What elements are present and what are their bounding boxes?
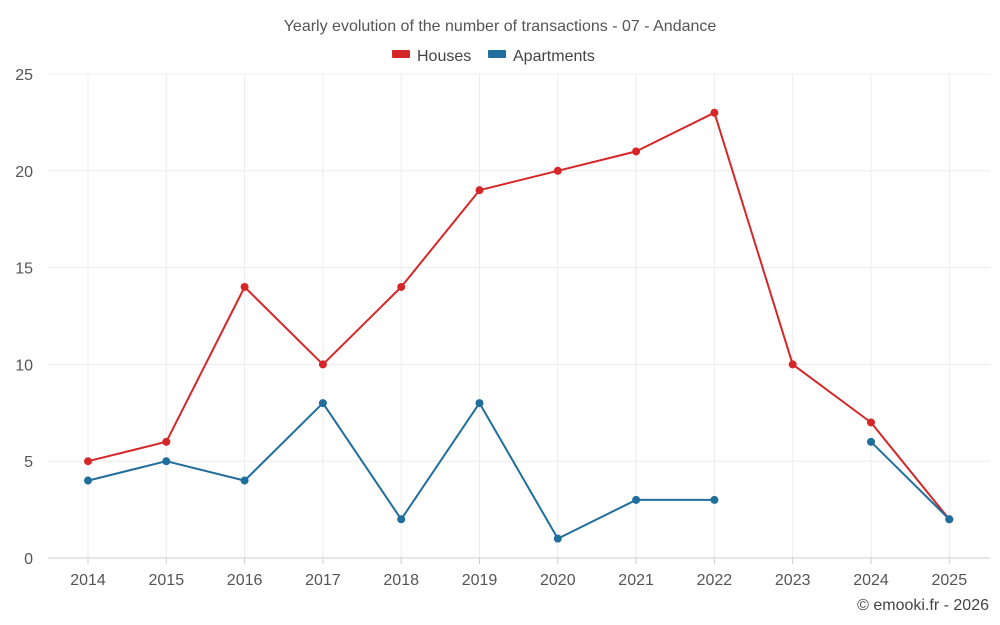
y-tick-label: 15 bbox=[15, 261, 33, 278]
y-tick-label: 25 bbox=[15, 67, 33, 84]
credit-text: © emooki.fr - 2026 bbox=[857, 597, 989, 614]
data-point-houses-2021[interactable] bbox=[632, 147, 641, 156]
x-tick-label: 2014 bbox=[70, 572, 106, 589]
series-line-houses bbox=[87, 111, 951, 520]
series-line-apartments bbox=[870, 441, 951, 521]
x-tick-label: 2018 bbox=[383, 572, 419, 589]
data-point-apartments-2025[interactable] bbox=[945, 515, 954, 524]
data-point-houses-2019[interactable] bbox=[475, 186, 484, 195]
legend-item-houses[interactable]: Houses bbox=[392, 48, 471, 65]
data-point-houses-2018[interactable] bbox=[397, 282, 406, 291]
legend-swatch-houses bbox=[392, 50, 410, 58]
legend-label-apartments: Apartments bbox=[513, 48, 595, 65]
legend-item-apartments[interactable]: Apartments bbox=[488, 48, 595, 65]
data-point-apartments-2016[interactable] bbox=[240, 476, 249, 485]
series-apartments bbox=[84, 399, 954, 543]
data-point-houses-2014[interactable] bbox=[84, 457, 92, 466]
grid bbox=[48, 73, 990, 558]
data-point-houses-2016[interactable] bbox=[240, 282, 249, 291]
data-point-apartments-2021[interactable] bbox=[632, 495, 641, 504]
data-point-apartments-2022[interactable] bbox=[710, 495, 719, 504]
data-point-apartments-2024[interactable] bbox=[867, 437, 875, 446]
x-tick-label: 2023 bbox=[775, 572, 811, 589]
series bbox=[84, 108, 954, 543]
data-point-apartments-2019[interactable] bbox=[475, 399, 484, 408]
data-point-houses-2023[interactable] bbox=[788, 360, 797, 369]
legend-label-houses: Houses bbox=[417, 48, 471, 65]
data-point-houses-2022[interactable] bbox=[710, 108, 719, 117]
data-point-apartments-2020[interactable] bbox=[553, 534, 562, 543]
x-tick-label: 2025 bbox=[932, 572, 968, 589]
legend: Houses Apartments bbox=[392, 48, 595, 65]
x-tick-label: 2016 bbox=[227, 572, 263, 589]
y-tick-label: 5 bbox=[24, 454, 33, 471]
legend-swatch-apartments bbox=[488, 50, 506, 58]
data-point-houses-2015[interactable] bbox=[162, 437, 171, 446]
y-tick-label: 10 bbox=[15, 357, 33, 374]
data-point-houses-2017[interactable] bbox=[318, 360, 327, 369]
x-tick-label: 2021 bbox=[618, 572, 654, 589]
x-tick-label: 2015 bbox=[149, 572, 185, 589]
x-tick-label: 2024 bbox=[853, 572, 889, 589]
x-tick-label: 2017 bbox=[305, 572, 341, 589]
y-tick-label: 20 bbox=[15, 164, 33, 181]
x-tick-label: 2020 bbox=[540, 572, 576, 589]
y-tick-label: 0 bbox=[24, 551, 33, 568]
chart-title: Yearly evolution of the number of transa… bbox=[284, 18, 717, 35]
x-tick-label: 2019 bbox=[462, 572, 498, 589]
x-tick-label: 2022 bbox=[697, 572, 733, 589]
data-point-apartments-2014[interactable] bbox=[84, 476, 92, 485]
data-point-apartments-2018[interactable] bbox=[397, 515, 406, 524]
data-point-houses-2020[interactable] bbox=[553, 166, 562, 175]
data-point-apartments-2017[interactable] bbox=[318, 399, 327, 408]
data-point-apartments-2015[interactable] bbox=[162, 457, 171, 466]
data-point-houses-2024[interactable] bbox=[867, 418, 875, 427]
